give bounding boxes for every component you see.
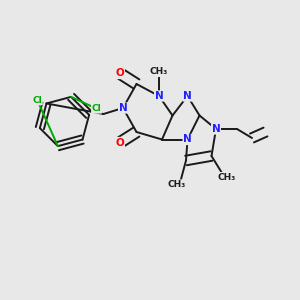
Text: CH₃: CH₃ xyxy=(150,68,168,76)
Text: N: N xyxy=(154,91,164,101)
Text: N: N xyxy=(183,134,192,145)
Text: CH₃: CH₃ xyxy=(218,172,236,182)
Text: N: N xyxy=(183,91,192,101)
Text: Cl: Cl xyxy=(32,96,42,105)
Text: O: O xyxy=(116,137,124,148)
Text: N: N xyxy=(212,124,220,134)
Text: N: N xyxy=(118,103,127,113)
Text: CH₃: CH₃ xyxy=(168,180,186,189)
Text: Cl: Cl xyxy=(92,104,101,113)
Text: O: O xyxy=(116,68,124,79)
